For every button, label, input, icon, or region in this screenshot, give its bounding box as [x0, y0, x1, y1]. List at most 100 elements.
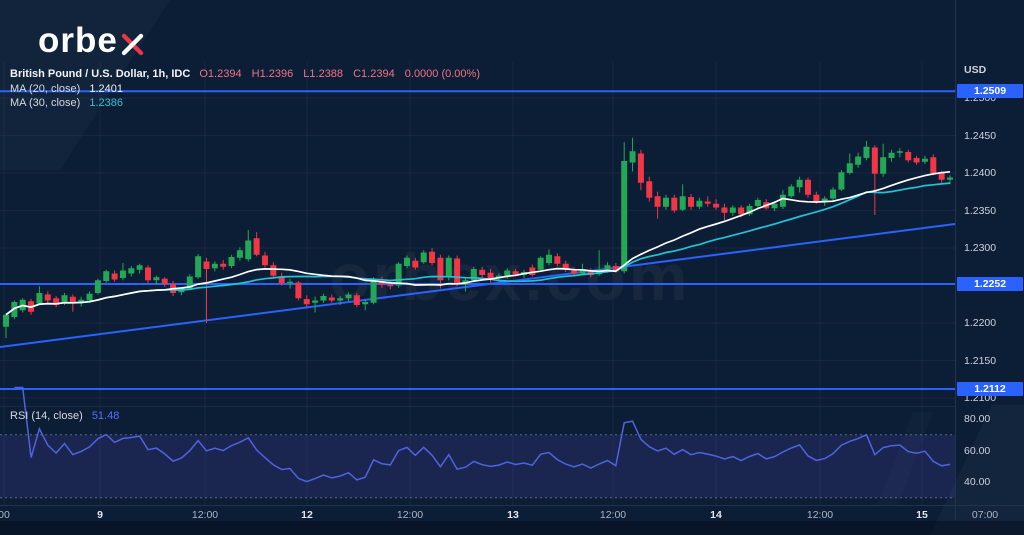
candle-body	[245, 240, 252, 260]
trendline	[0, 223, 956, 348]
candle-body	[362, 302, 369, 305]
price-tick-label: 1.2300	[964, 242, 997, 254]
ma20-legend-row[interactable]: MA (20, close) 1.2401	[10, 83, 123, 95]
candle-body	[947, 177, 954, 180]
candle-body	[328, 297, 335, 301]
candle-body	[838, 172, 845, 190]
candle-body	[679, 196, 686, 210]
rsi-tick-label: 60.00	[964, 444, 991, 457]
price-tick-label: 1.2200	[964, 317, 997, 329]
candle-body	[403, 257, 410, 266]
symbol-title: British Pound / U.S. Dollar, 1h, IDC	[10, 68, 191, 80]
time-tick-label: 12:00	[191, 509, 219, 521]
rsi-band	[0, 434, 955, 498]
candle-body	[821, 198, 828, 203]
candle-body	[420, 252, 427, 263]
candle-body	[729, 207, 736, 213]
time-axis[interactable]: 00 9 12:00 12 12:00 13 12:00 14 12:00 15 07:00	[0, 505, 1024, 522]
price-axis[interactable]: USD 1.25001.24501.24001.23501.23001.2200…	[955, 0, 1024, 520]
candle-body	[779, 194, 786, 207]
candle-body	[604, 265, 611, 270]
time-tick-label: 15	[916, 509, 928, 521]
candle-body	[61, 295, 68, 304]
candle-body	[905, 152, 912, 161]
candle-body	[579, 269, 586, 274]
candle-body	[830, 189, 837, 199]
candle-body	[896, 151, 903, 153]
candle-body	[36, 293, 43, 304]
candle-body	[378, 281, 385, 285]
candle-body	[571, 270, 578, 274]
price-tick-label: 1.2400	[964, 167, 997, 179]
candle-body	[186, 276, 193, 289]
candle-body	[211, 263, 218, 269]
candle-body	[512, 271, 519, 275]
candle-body	[754, 200, 761, 206]
candle-body	[53, 298, 60, 305]
ma30-legend-row[interactable]: MA (30, close) 1.2386	[10, 97, 123, 109]
candle-body	[470, 269, 477, 281]
candle-body	[387, 284, 394, 287]
candle-body	[621, 161, 628, 272]
candle-body	[136, 265, 143, 270]
candle-body	[103, 271, 110, 281]
candle-body	[253, 238, 260, 255]
symbol-legend-row[interactable]: British Pound / U.S. Dollar, 1h, IDC O1.…	[10, 68, 487, 80]
candle-body	[546, 254, 553, 263]
candle-body	[270, 265, 277, 276]
time-tick-label: 12:00	[806, 509, 834, 521]
open-value: O1.2394	[199, 68, 242, 80]
price-tick-label: 1.2350	[964, 204, 997, 217]
candle-body	[612, 266, 619, 272]
bottom-strip	[0, 521, 1024, 535]
ma30-value: 1.2386	[89, 97, 124, 109]
candle-body	[119, 270, 126, 278]
candle-body	[913, 158, 920, 163]
candle-body	[871, 147, 878, 174]
candle-body	[145, 267, 152, 281]
candle-body	[203, 261, 210, 269]
candle-body	[3, 314, 9, 327]
currency-label: USD	[964, 64, 987, 76]
candle-body	[537, 257, 544, 270]
candle-body	[445, 257, 452, 278]
candle-body	[921, 158, 928, 162]
time-tick-label: 12:00	[396, 509, 424, 521]
pane-separator[interactable]	[0, 406, 955, 407]
candle-body	[654, 196, 661, 207]
ohlc-values: O1.2394 H1.2396 L1.2388 C1.2394 0.0000 (…	[199, 68, 487, 80]
candle-body	[704, 201, 711, 204]
candle-body	[261, 255, 268, 266]
ma20-label: MA (20, close)	[10, 83, 81, 95]
candle-body	[888, 152, 895, 158]
rsi-line	[14, 386, 951, 483]
rsi-tick-label: 80.00	[964, 413, 991, 425]
low-value: L1.2388	[303, 68, 344, 80]
candle-body	[44, 294, 51, 301]
candle-body	[228, 257, 235, 266]
candle-body	[771, 203, 778, 209]
candle-body	[278, 276, 285, 284]
candle-body	[303, 299, 310, 305]
candle-body	[287, 281, 294, 284]
candle-body	[846, 163, 853, 173]
price-level-badge: 1.2509	[957, 84, 1023, 99]
candle-body	[738, 207, 745, 215]
candle-body	[295, 282, 302, 299]
candle-body	[554, 256, 561, 264]
candle-body	[320, 296, 327, 301]
candle-body	[479, 269, 486, 275]
time-tick-label: 13	[507, 509, 519, 521]
rsi-legend-row[interactable]: RSI (14, close) 51.48	[10, 410, 119, 422]
candle-body	[529, 267, 536, 275]
candle-body	[345, 294, 352, 299]
candle-body	[11, 302, 18, 317]
high-value: H1.2396	[251, 68, 294, 80]
candle-body	[195, 256, 202, 278]
ma20-line	[5, 170, 951, 316]
change-value: 0.0000 (0.00%)	[404, 68, 480, 80]
time-tick-label: 07:00	[971, 509, 999, 521]
candle-body	[69, 296, 76, 304]
